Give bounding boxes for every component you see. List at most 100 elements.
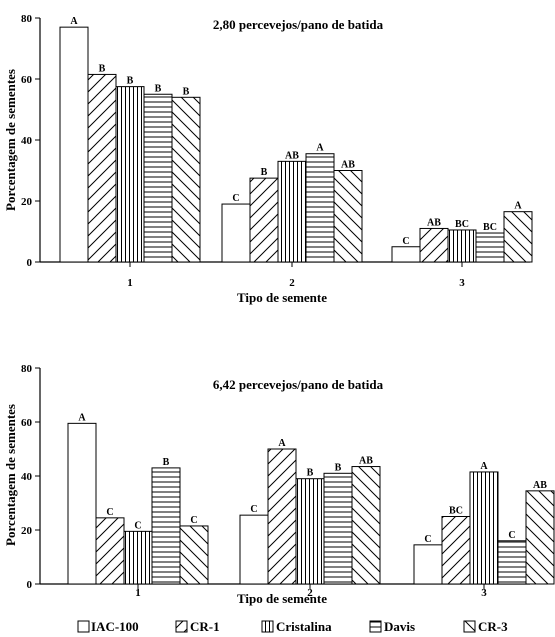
legend-label: Cristalina <box>276 619 332 634</box>
legend-swatch <box>175 620 188 633</box>
bar <box>95 517 125 585</box>
bar <box>305 153 335 263</box>
bar-significance-label: AB <box>533 480 547 491</box>
bar-significance-label: AB <box>285 150 299 161</box>
legend-item-cr-3: CR-3 <box>463 619 508 634</box>
bar <box>151 467 181 585</box>
bar-significance-label: AB <box>427 217 441 228</box>
bar-significance-label: B <box>127 76 134 87</box>
bar-significance-label: A <box>480 461 488 472</box>
bar <box>171 96 201 263</box>
bar-significance-label: A <box>316 143 324 154</box>
bar <box>447 229 477 263</box>
y-axis-title: Porcentagem de sementes <box>3 404 18 546</box>
y-tick-label: 40 <box>21 471 33 483</box>
x-tick-label: 3 <box>459 277 465 289</box>
bar <box>323 472 353 585</box>
y-axis-title: Porcentagem de sementes <box>3 69 18 211</box>
bar-significance-label: C <box>190 515 197 526</box>
y-tick-label: 0 <box>27 257 33 269</box>
bar-significance-label: A <box>514 201 522 212</box>
bar <box>497 540 527 585</box>
bar-significance-label: B <box>183 86 190 97</box>
y-tick-label: 60 <box>21 74 33 86</box>
y-tick-label: 80 <box>21 363 33 375</box>
x-tick-label: 1 <box>127 277 133 289</box>
bar-significance-label: B <box>335 462 342 473</box>
bar-significance-label: C <box>134 520 141 531</box>
legend-label: CR-3 <box>478 619 508 634</box>
bar <box>351 466 381 585</box>
bar-significance-label: BC <box>455 219 469 230</box>
bar <box>221 203 251 263</box>
legend: IAC-100 CR-1 Cristalina Davis CR-3 <box>77 619 508 634</box>
bar-significance-label: B <box>155 83 162 94</box>
y-tick-label: 0 <box>27 579 33 591</box>
bar-significance-label: A <box>70 16 78 27</box>
bar-significance-label: C <box>232 193 239 204</box>
x-tick-label: 3 <box>481 587 487 599</box>
bar-significance-label: B <box>261 167 268 178</box>
bar <box>503 211 533 263</box>
x-axis-title: Tipo de semente <box>237 290 327 305</box>
bar <box>413 544 443 585</box>
chart-panel-1: 2,80 percevejos/pano de batida Porcentag… <box>3 13 533 305</box>
bar-significance-label: AB <box>341 160 355 171</box>
legend-swatch <box>77 620 90 633</box>
legend-swatch <box>463 620 476 633</box>
bar <box>87 73 117 263</box>
bar-significance-label: BC <box>483 222 497 233</box>
legend-label: Davis <box>384 619 415 634</box>
y-tick-label: 60 <box>21 417 33 429</box>
y-tick-label: 20 <box>21 525 33 537</box>
bar-significance-label: A <box>278 438 286 449</box>
legend-swatch <box>369 620 382 633</box>
x-tick-label: 2 <box>289 277 295 289</box>
x-tick-label: 2 <box>307 587 313 599</box>
bar-significance-label: B <box>163 457 170 468</box>
y-tick-label: 80 <box>21 13 33 25</box>
bar <box>469 471 499 585</box>
bar <box>475 232 505 263</box>
x-tick-label: 1 <box>135 587 141 599</box>
bar <box>249 177 279 263</box>
bar-significance-label: A <box>78 412 86 423</box>
bar <box>143 93 173 263</box>
bar-significance-label: AB <box>359 456 373 467</box>
bar-significance-label: C <box>508 530 515 541</box>
legend-item-cristalina: Cristalina <box>261 619 332 634</box>
bar-significance-label: C <box>250 504 257 515</box>
x-axis-title: Tipo de semente <box>237 591 327 606</box>
bar <box>179 525 209 585</box>
bar <box>441 516 471 585</box>
bar-significance-label: BC <box>449 506 463 517</box>
bar <box>391 246 421 263</box>
bar <box>277 160 307 263</box>
legend-item-cr-1: CR-1 <box>175 619 220 634</box>
chart-panel-2: 6,42 percevejos/pano de batida Porcentag… <box>3 363 555 606</box>
legend-item-davis: Davis <box>369 619 415 634</box>
bar <box>123 530 153 585</box>
bar <box>239 514 269 585</box>
bar-significance-label: C <box>424 534 431 545</box>
legend-label: IAC-100 <box>91 619 139 634</box>
y-tick-label: 40 <box>21 135 33 147</box>
bar-significance-label: B <box>307 468 314 479</box>
bar <box>295 478 325 585</box>
panel-title: 6,42 percevejos/pano de batida <box>213 377 384 392</box>
bar <box>115 86 145 263</box>
panel-title: 2,80 percevejos/pano de batida <box>213 17 384 32</box>
bar-significance-label: B <box>99 63 106 74</box>
bar <box>67 422 97 585</box>
legend-item-iac-100: IAC-100 <box>77 619 139 634</box>
bar <box>267 448 297 585</box>
y-tick-label: 20 <box>21 196 33 208</box>
legend-swatch <box>261 620 274 633</box>
legend-label: CR-1 <box>190 619 220 634</box>
bar <box>419 227 449 263</box>
bar-significance-label: C <box>402 236 409 247</box>
bar-significance-label: C <box>106 507 113 518</box>
bar <box>525 490 555 585</box>
bar <box>59 26 89 263</box>
